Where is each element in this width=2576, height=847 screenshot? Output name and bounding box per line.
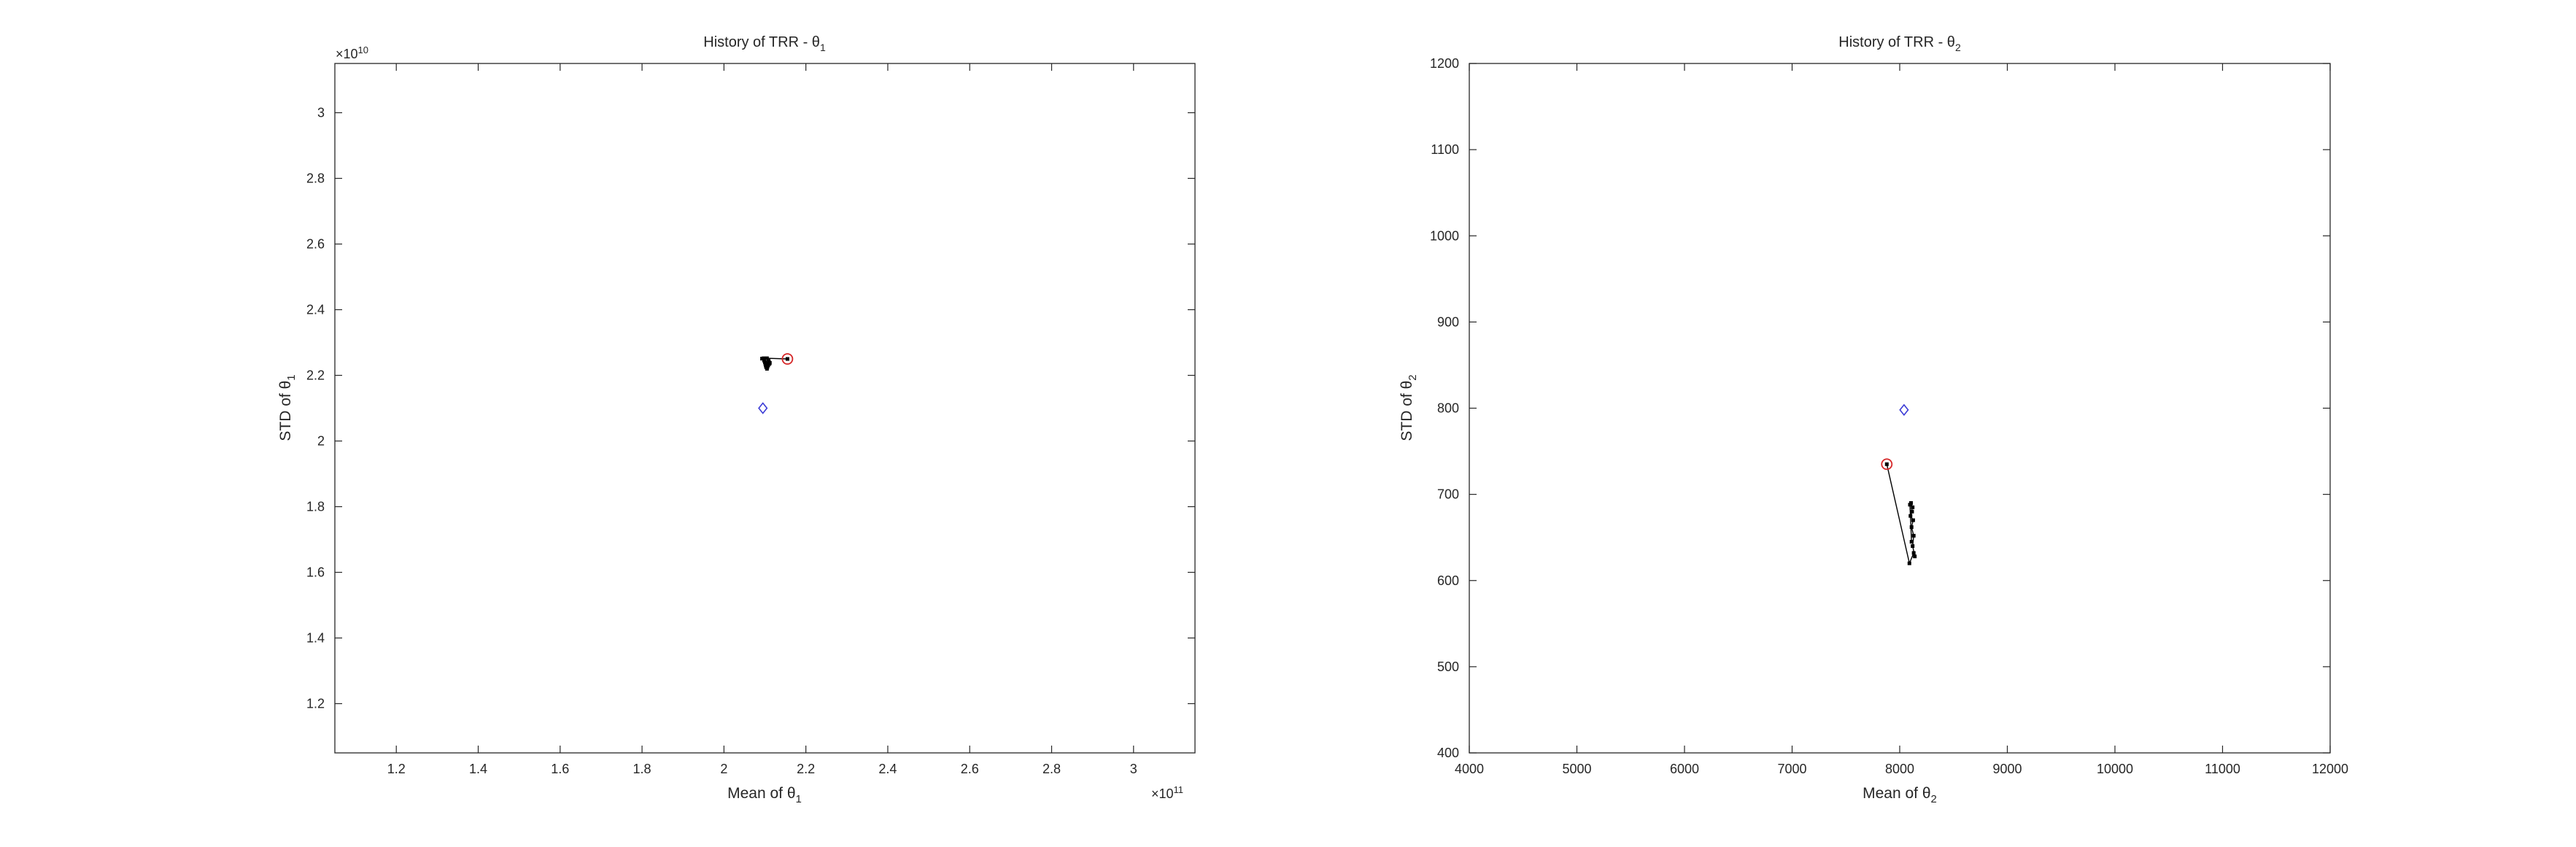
start-point-dot bbox=[786, 357, 789, 360]
history-point bbox=[767, 360, 772, 365]
history-point bbox=[1913, 554, 1917, 559]
y-ticks-theta2: 400 500 600 700 800 900 1000 1100 1200 bbox=[1430, 56, 2330, 760]
y-tick-label: 2.2 bbox=[306, 368, 325, 383]
x-tick-label: 2.8 bbox=[1043, 762, 1061, 776]
history-point bbox=[1908, 503, 1912, 507]
x-tick-label: 6000 bbox=[1670, 762, 1699, 776]
history-point bbox=[760, 357, 765, 361]
chart-panel-theta1: History of TRR - θ1 1.2 1.4 1.6 1.8 2 2.2 2.4 2… bbox=[277, 34, 1196, 805]
y-axis-label-theta2: STD of θ2 bbox=[1399, 374, 1419, 441]
x-tick-label: 12000 bbox=[2312, 762, 2348, 776]
y-tick-label: 600 bbox=[1437, 573, 1459, 588]
x-axis-label-theta2: Mean of θ2 bbox=[1863, 785, 1937, 805]
y-tick-label: 1.8 bbox=[306, 500, 325, 514]
y-tick-label: 2 bbox=[317, 434, 325, 449]
x-tick-label: 1.2 bbox=[387, 762, 406, 776]
y-tick-label: 2.8 bbox=[306, 171, 325, 186]
y-tick-label: 1.2 bbox=[306, 697, 325, 711]
y-tick-label: 1000 bbox=[1430, 228, 1459, 243]
x-tick-label: 8000 bbox=[1885, 762, 1914, 776]
history-point bbox=[1911, 518, 1915, 522]
x-ticks-theta1: 1.2 1.4 1.6 1.8 2 2.2 2.4 2.6 2.8 3 bbox=[387, 63, 1137, 776]
y-tick-label: 1200 bbox=[1430, 56, 1459, 71]
y-tick-label: 3 bbox=[317, 106, 325, 120]
y-exponent-label: ×1010 bbox=[336, 45, 368, 61]
y-axis-label-theta1: STD of θ1 bbox=[277, 374, 298, 441]
axes-box-theta1 bbox=[334, 63, 1196, 754]
reference-diamond-marker bbox=[1899, 403, 1909, 417]
y-tick-label: 1.4 bbox=[306, 631, 325, 646]
history-point bbox=[1911, 551, 1916, 555]
x-tick-label: 2.6 bbox=[961, 762, 979, 776]
x-tick-label: 4000 bbox=[1455, 762, 1484, 776]
chart-title-theta1: History of TRR - θ1 bbox=[703, 34, 826, 53]
y-tick-label: 500 bbox=[1437, 660, 1459, 674]
x-tick-label: 5000 bbox=[1562, 762, 1591, 776]
y-tick-label: 800 bbox=[1437, 401, 1459, 416]
x-tick-label: 1.4 bbox=[469, 762, 487, 776]
y-tick-label: 400 bbox=[1437, 746, 1459, 760]
plot-marks-theta1 bbox=[758, 353, 794, 414]
start-point-marker bbox=[1881, 458, 1893, 471]
y-tick-label: 1100 bbox=[1431, 142, 1459, 157]
history-point bbox=[765, 356, 769, 360]
y-tick-label: 700 bbox=[1437, 487, 1459, 502]
start-point-marker bbox=[781, 353, 794, 365]
history-point bbox=[1908, 514, 1913, 518]
x-tick-label: 10000 bbox=[2097, 762, 2133, 776]
y-ticks-theta1: 1.2 1.4 1.6 1.8 2 2.2 2.4 2.6 2.8 3 bbox=[306, 106, 1195, 711]
x-tick-label: 2 bbox=[720, 762, 727, 776]
x-tick-label: 11000 bbox=[2205, 762, 2240, 776]
x-tick-label: 1.8 bbox=[633, 762, 651, 776]
x-ticks-theta2: 4000 5000 6000 7000 8000 9000 10000 11000 12000 bbox=[1455, 63, 2348, 776]
x-tick-label: 2.2 bbox=[797, 762, 815, 776]
chart-title-theta2: History of TRR - θ2 bbox=[1838, 34, 1961, 53]
x-tick-label: 2.4 bbox=[878, 762, 897, 776]
x-tick-label: 7000 bbox=[1777, 762, 1806, 776]
history-point bbox=[1910, 509, 1914, 514]
history-point bbox=[1909, 540, 1914, 544]
x-exponent-label: ×1011 bbox=[1151, 784, 1183, 801]
chart-panel-theta2: History of TRR - θ2 4000 5000 6000 7000 8000… bbox=[1399, 34, 2348, 805]
plot-marks-theta2 bbox=[1881, 403, 1917, 565]
history-point bbox=[1911, 544, 1915, 548]
history-point bbox=[1911, 505, 1915, 509]
x-tick-label: 3 bbox=[1130, 762, 1137, 776]
y-tick-label: 1.6 bbox=[306, 565, 325, 580]
history-point bbox=[1909, 525, 1914, 530]
history-point bbox=[1907, 561, 1911, 565]
y-tick-label: 900 bbox=[1437, 314, 1459, 329]
reference-diamond-marker bbox=[758, 402, 768, 414]
x-axis-label-theta1: Mean of θ1 bbox=[727, 785, 802, 805]
start-point-dot bbox=[1885, 463, 1889, 466]
x-tick-label: 9000 bbox=[1992, 762, 2022, 776]
y-tick-label: 2.4 bbox=[306, 303, 325, 317]
x-tick-label: 1.6 bbox=[551, 762, 569, 776]
history-point bbox=[1911, 533, 1916, 538]
y-tick-label: 2.6 bbox=[306, 237, 325, 252]
